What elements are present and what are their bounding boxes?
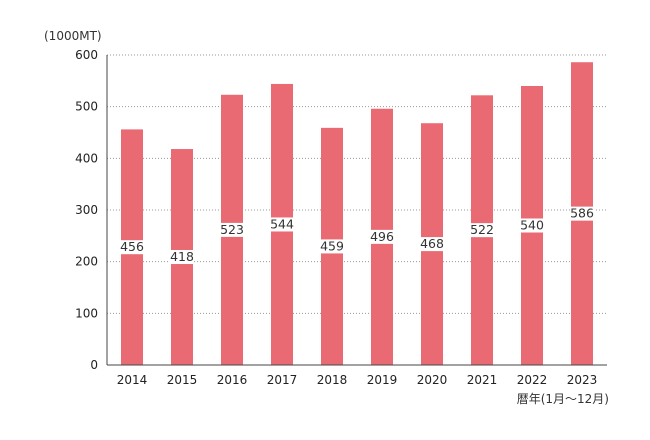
x-tick-label-2018: 2018	[317, 373, 348, 387]
data-label-2015: 418	[170, 249, 194, 264]
data-label-bg-2020	[420, 237, 444, 252]
x-axis-unit-label: 暦年(1月～12月)	[517, 392, 609, 406]
data-label-2017: 544	[270, 216, 294, 231]
x-tick-label-2014: 2014	[117, 373, 148, 387]
data-label-2016: 523	[220, 222, 244, 237]
y-tick-label-100: 100	[75, 306, 98, 320]
data-label-bg-2018	[320, 239, 344, 254]
x-tick-label-2017: 2017	[267, 373, 298, 387]
data-label-bg-2015	[170, 250, 194, 265]
data-label-bg-2022	[520, 218, 544, 233]
y-tick-label-300: 300	[75, 203, 98, 217]
data-label-bg-2014	[120, 240, 144, 255]
data-label-2019: 496	[370, 229, 394, 244]
y-tick-label-200: 200	[75, 255, 98, 269]
data-label-2014: 456	[120, 239, 144, 254]
x-tick-label-2021: 2021	[467, 373, 498, 387]
x-tick-label-2016: 2016	[217, 373, 248, 387]
data-label-2023: 586	[570, 206, 594, 221]
y-tick-label-400: 400	[75, 151, 98, 165]
y-tick-label-0: 0	[90, 358, 98, 372]
data-label-2018: 459	[320, 238, 344, 253]
data-label-2022: 540	[520, 218, 544, 233]
labels: 0 100 200 300 400 500 600 456 2014 418 2015 523 2016…	[75, 48, 597, 387]
x-tick-label-2019: 2019	[367, 373, 398, 387]
x-tick-label-2023: 2023	[567, 373, 598, 387]
bars	[121, 62, 593, 366]
x-tick-label-2020: 2020	[417, 373, 448, 387]
data-label-bg-2019	[370, 229, 394, 244]
x-tick-label-2022: 2022	[517, 373, 548, 387]
grid-lines	[107, 54, 607, 314]
data-label-2020: 468	[420, 236, 444, 251]
y-tick-label-600: 600	[75, 48, 98, 62]
data-label-bg-2017	[270, 217, 294, 232]
x-tick-label-2015: 2015	[167, 373, 198, 387]
y-tick-label-500: 500	[75, 100, 98, 114]
data-label-bg-2023	[570, 206, 594, 221]
axes	[106, 55, 607, 366]
data-label-bg-2021	[470, 223, 494, 238]
y-axis-unit-label: (1000MT)	[44, 29, 102, 43]
data-label-2021: 522	[470, 222, 494, 237]
data-label-bg-2016	[220, 222, 244, 237]
